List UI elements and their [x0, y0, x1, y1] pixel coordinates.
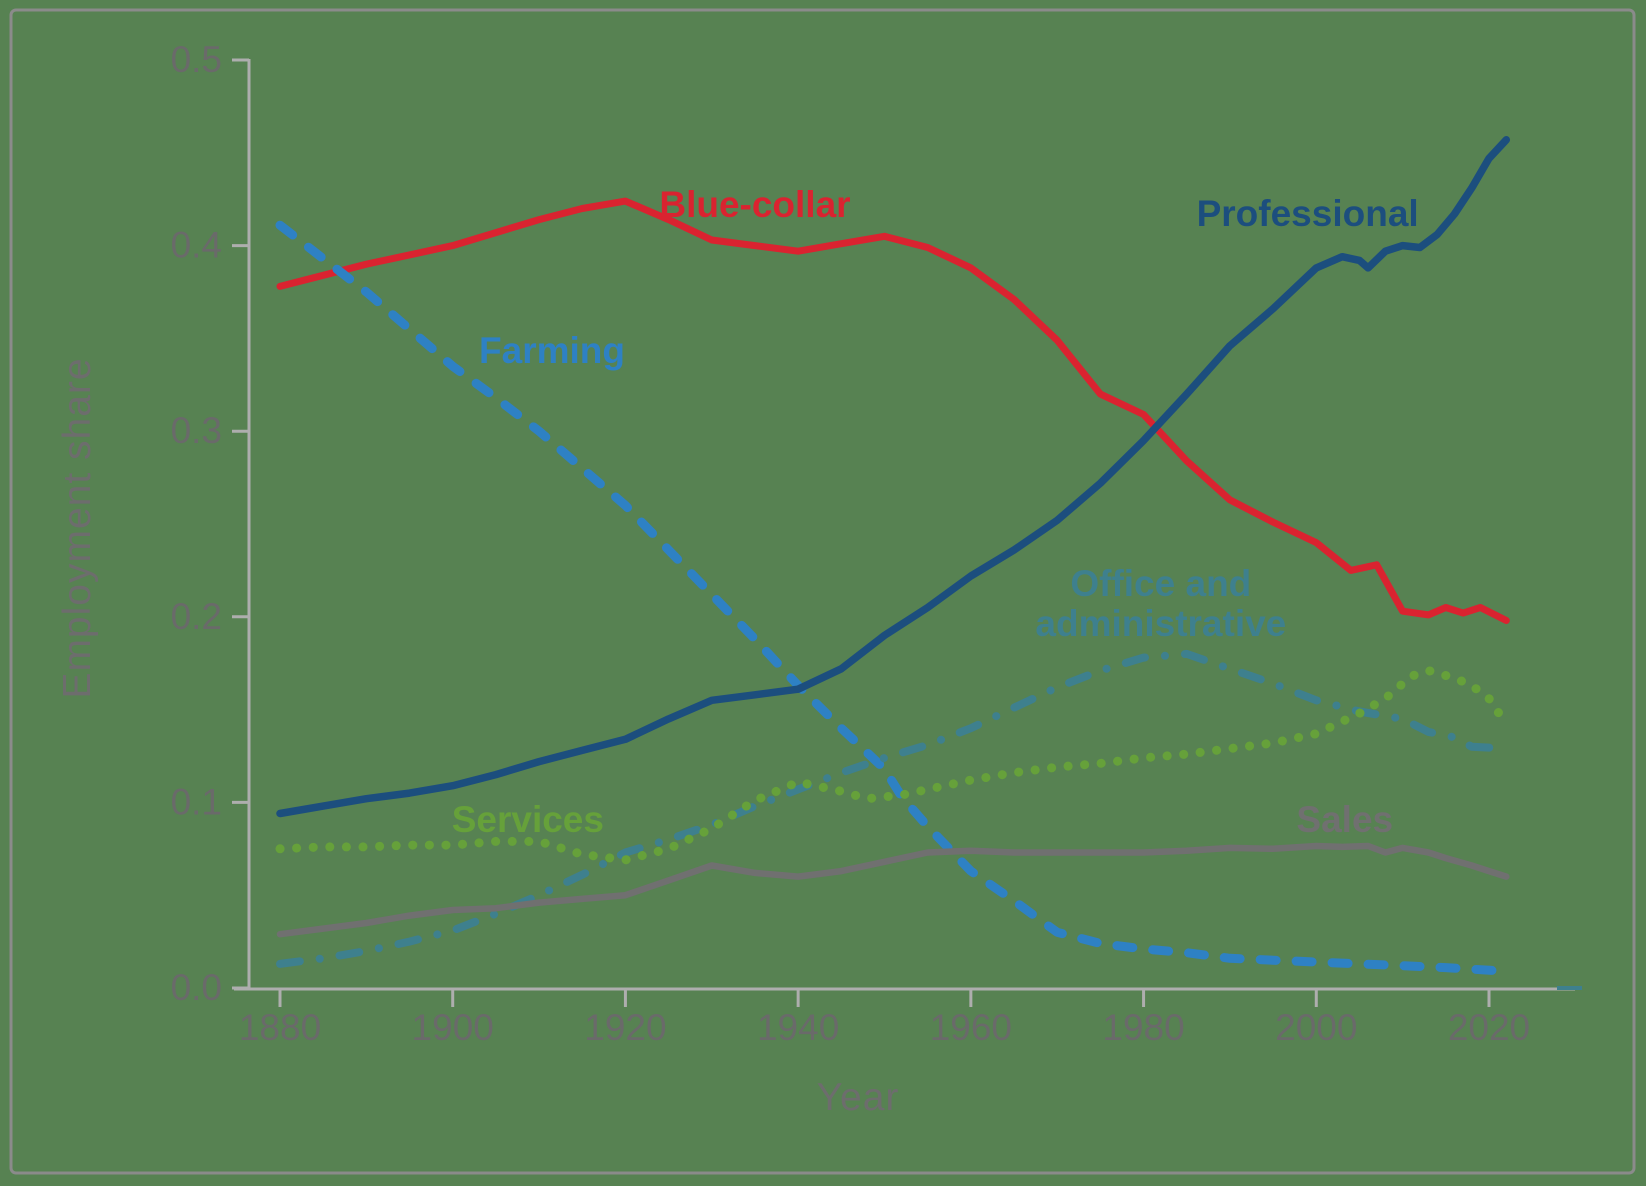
series-label-professional: Professional [1196, 193, 1419, 235]
series-label-farming: Farming [479, 330, 625, 372]
x-tick-label: 1980 [1102, 1007, 1184, 1048]
series-label-office-administrative: Office and administrative [1035, 562, 1287, 644]
y-tick-label: 0.0 [171, 967, 222, 1008]
x-tick-label: 1960 [930, 1007, 1012, 1048]
y-axis-title: Employment share [56, 357, 99, 699]
x-tick-label: 1920 [584, 1007, 666, 1048]
series-label-services: Services [451, 799, 604, 841]
x-tick-label: 1940 [757, 1007, 839, 1048]
series-label-sales: Sales [1296, 799, 1394, 841]
x-tick-label: 1900 [412, 1007, 494, 1048]
x-tick-label: 2020 [1448, 1007, 1530, 1048]
series-line-farming [275, 220, 1511, 976]
series-label-blue-collar: Blue-collar [659, 183, 851, 225]
y-tick-label: 0.1 [171, 781, 222, 822]
figure-frame [9, 8, 1636, 1175]
x-axis-title: Year [816, 1076, 900, 1119]
axes: 0.0 0.1 0.2 0.3 0.4 0.5 1880 1900 1920 1940 1960 19… [171, 39, 1582, 1048]
x-tick-label: 1880 [239, 1007, 321, 1048]
y-tick-label: 0.3 [171, 410, 222, 451]
x-tick-label: 2000 [1275, 1007, 1357, 1048]
series-line-blue-collar [276, 197, 1510, 624]
series-line-services [275, 666, 1511, 865]
y-tick-label: 0.2 [171, 596, 222, 637]
series-line-sales [276, 842, 1510, 938]
series-line-professional [276, 136, 1511, 818]
y-tick-label: 0.5 [171, 39, 222, 80]
y-tick-label: 0.4 [171, 225, 222, 266]
